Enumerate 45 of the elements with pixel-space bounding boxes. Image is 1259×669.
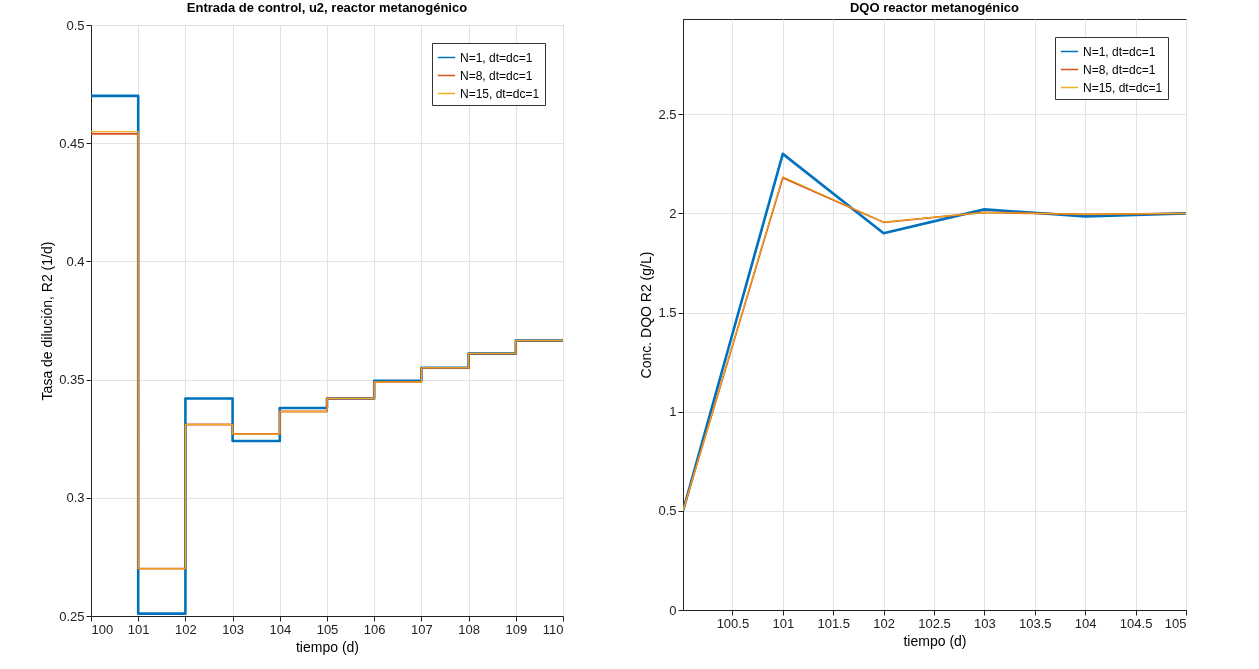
x-tick-label: 103.5 [1019, 615, 1052, 631]
x-tick-label: 102 [873, 615, 895, 631]
x-tick-label: 101 [127, 621, 150, 637]
y-tick-label: 0.35 [59, 372, 85, 388]
legend-label: N=15, dt=dc=1 [460, 86, 540, 101]
chart-title: Entrada de control, u2, reactor metanogénico [186, 0, 468, 15]
chart-title: DQO reactor metanogénico [849, 0, 1020, 15]
x-tick-label: 105 [1164, 615, 1187, 631]
x-tick-label: 103 [974, 615, 996, 631]
y-tick-label: 0 [669, 602, 677, 618]
x-tick-label: 100.5 [716, 615, 750, 631]
x-tick-label: 104.5 [1119, 615, 1153, 631]
x-tick-label: 101.5 [817, 615, 850, 631]
y-tick-label: 0.5 [658, 503, 677, 519]
x-tick-label: 101 [772, 615, 795, 631]
x-tick-label: 108 [458, 621, 480, 637]
x-tick-label: 110 [542, 621, 564, 637]
y-tick-label: 2 [669, 205, 677, 221]
legend-label: N=1, dt=dc=1 [460, 50, 533, 65]
y-tick-label: 2.5 [658, 106, 677, 122]
y-tick-label: 0.3 [66, 490, 85, 506]
y-tick-label: 1 [669, 404, 677, 420]
x-tick-label: 105 [316, 621, 339, 637]
x-tick-label: 103 [222, 621, 244, 637]
legend-label: N=8, dt=dc=1 [460, 68, 533, 83]
x-tick-label: 106 [363, 621, 386, 637]
y-tick-label: 0.25 [59, 608, 85, 624]
y-tick-label: 0.45 [59, 135, 85, 151]
y-axis-title: Conc. DQO R2 (g/L) [638, 251, 655, 379]
x-tick-label: 109 [505, 621, 528, 637]
y-tick-label: 0.4 [66, 253, 85, 269]
legend-label: N=15, dt=dc=1 [1083, 80, 1163, 95]
x-axis-title: tiempo (d) [903, 632, 967, 649]
x-tick-label: 100 [91, 621, 114, 637]
legend-label: N=1, dt=dc=1 [1083, 44, 1156, 59]
x-tick-label: 104 [1074, 615, 1097, 631]
x-tick-label: 104 [269, 621, 292, 637]
y-tick-label: 0.5 [66, 17, 85, 33]
x-tick-label: 107 [411, 621, 433, 637]
x-axis-title: tiempo (d) [295, 638, 360, 655]
x-tick-label: 102.5 [918, 615, 951, 631]
y-axis-title: Tasa de dilución, R2 (1/d) [39, 241, 56, 401]
legend-label: N=8, dt=dc=1 [1083, 62, 1156, 77]
x-tick-label: 102 [175, 621, 197, 637]
y-tick-label: 1.5 [658, 305, 677, 321]
